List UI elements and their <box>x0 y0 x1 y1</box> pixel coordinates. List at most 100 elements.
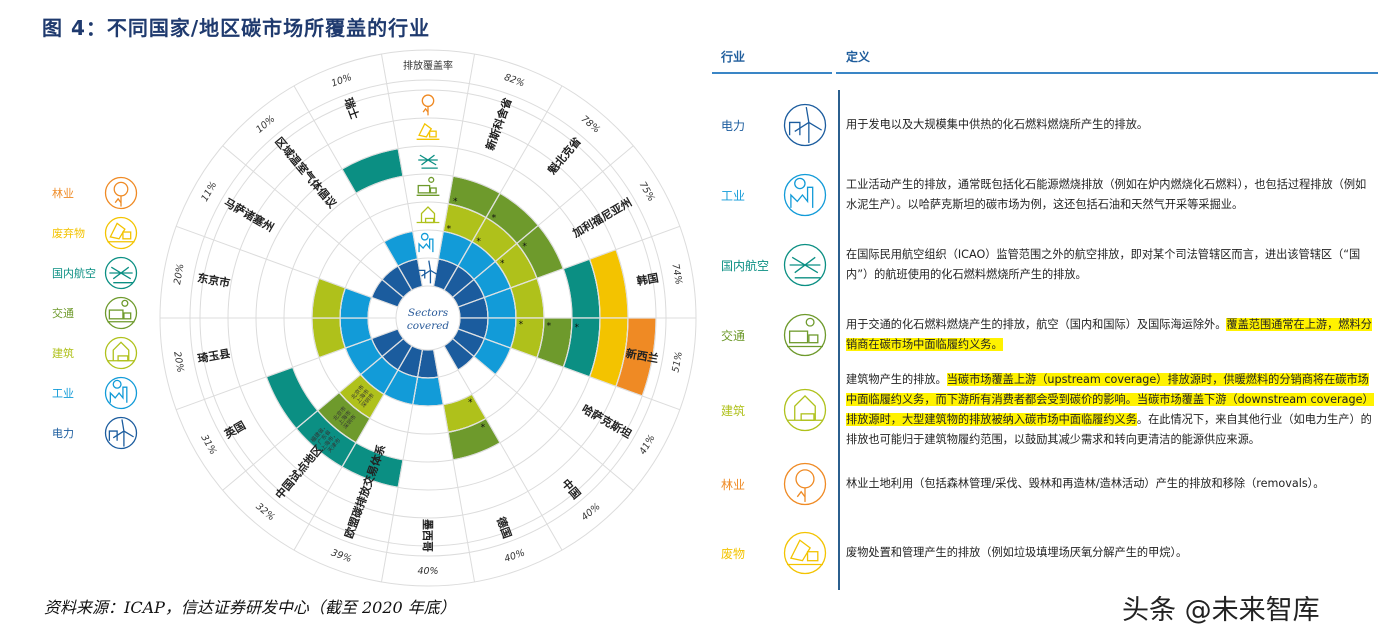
row-label-forestry: 林业 <box>721 478 746 492</box>
definition-text: 工业活动产生的排放，通常既包括化石能源燃烧排放（例如在炉内燃烧化石燃料），也包括… <box>846 178 1367 211</box>
grid-spoke <box>222 145 404 298</box>
wind-turbine-icon <box>417 260 439 284</box>
legend-label: 交通 <box>52 307 74 320</box>
grid-spoke <box>433 53 476 287</box>
jurisdiction-name: 东京市 <box>196 270 231 290</box>
watermark: 头条 @未来智库 <box>1122 595 1320 626</box>
factory-icon <box>104 376 138 410</box>
airplane-icon <box>418 154 438 169</box>
grid-spoke <box>175 328 399 411</box>
row-label-waste: 废物 <box>721 547 746 561</box>
jurisdiction-name: 瑞士 <box>341 96 362 121</box>
jurisdiction-name: 中国 <box>559 476 584 502</box>
star-marker: * <box>547 321 552 331</box>
truck-icon <box>104 296 138 330</box>
coverage-percent: 40% <box>503 547 527 565</box>
coverage-percent: 40% <box>417 566 438 577</box>
truck-icon <box>416 176 440 196</box>
row-label-buildings: 建筑 <box>721 404 746 418</box>
airplane-icon <box>783 243 827 287</box>
grid-spoke <box>380 53 423 287</box>
center-circle <box>397 287 459 349</box>
header-divider <box>836 72 1378 74</box>
legend-item-aviation: 国内航空 <box>52 256 152 290</box>
coverage-percent: 20% <box>172 263 187 286</box>
grid-spoke <box>457 328 681 411</box>
tree-icon <box>783 462 827 506</box>
airplane-icon <box>783 243 827 291</box>
star-marker: * <box>492 214 497 224</box>
legend-item-forestry: 林业 <box>52 176 152 210</box>
center-label: Sectors <box>408 307 449 319</box>
coverage-percent: 78% <box>579 114 602 136</box>
house-icon <box>783 388 827 436</box>
jurisdiction-name: 韩国 <box>636 270 660 288</box>
factory-icon <box>104 376 138 414</box>
star-marker: * <box>519 320 524 330</box>
definition-text: 废物处置和管理产生的排放（例如垃圾填埋场厌氧分解产生的甲烷）。 <box>846 546 1188 559</box>
coverage-percent: 40% <box>579 501 602 523</box>
legend-label: 废弃物 <box>52 227 85 240</box>
row-definition-buildings: 建筑物产生的排放。当碳市场覆盖上游（upstream coverage）排放源时… <box>846 370 1376 450</box>
jurisdiction-name: 墨西哥 <box>421 519 434 552</box>
source-note: 资料来源：ICAP，信达证券研发中心（截至 2020 年底） <box>44 598 456 617</box>
dump-truck-icon <box>783 531 827 579</box>
row-label-power: 电力 <box>721 119 746 133</box>
definition-text: 用于发电以及大规模集中供热的化石燃料燃烧所产生的排放。 <box>846 118 1149 131</box>
tree-icon <box>104 176 138 210</box>
grid-spoke <box>433 349 476 583</box>
center-label: covered <box>407 320 450 332</box>
jurisdiction-name: 琦玉县 <box>196 346 231 366</box>
tree-icon <box>783 462 827 510</box>
row-label-industry: 工业 <box>721 189 746 203</box>
grid-spoke <box>380 349 423 583</box>
coverage-percent: 20% <box>171 351 186 374</box>
star-marker: * <box>447 224 452 234</box>
grid-spoke <box>443 345 563 551</box>
row-definition-transport: 用于交通的化石燃料燃烧产生的排放，航空（国内和国际）及国际海运除外。覆盖范围通常… <box>846 315 1376 355</box>
jurisdiction-name: 区域温室气体倡议 <box>272 134 340 211</box>
star-marker: * <box>476 237 481 247</box>
dump-truck-icon <box>416 122 440 140</box>
grid-spoke <box>175 225 399 308</box>
row-label-transport: 交通 <box>721 329 746 343</box>
legend-item-transport: 交通 <box>52 296 152 330</box>
tree-icon <box>104 176 138 214</box>
definition-text: 建筑物产生的排放。 <box>846 373 947 386</box>
definition-text: 用于交通的化石燃料燃烧产生的排放，航空（国内和国际）及国际海运除外。 <box>846 318 1227 331</box>
legend-item-buildings: 建筑 <box>52 336 152 370</box>
dump-truck-icon <box>104 216 138 250</box>
coverage-percent: 11% <box>199 180 219 204</box>
grid-spoke <box>443 85 563 291</box>
definition-text: 。在此情况下，来自其他行业（如电力生产）的排放也可能归于建筑物履约范围，以鼓励其… <box>846 413 1372 446</box>
tree-icon <box>421 94 435 116</box>
row-label-aviation: 国内航空 <box>721 259 770 273</box>
coverage-header: 排放覆盖率 <box>403 59 453 72</box>
legend-label: 建筑 <box>52 347 74 360</box>
header-divider <box>712 72 832 74</box>
segment-industry <box>339 287 373 319</box>
coverage-percent: 82% <box>503 72 527 90</box>
star-marker: * <box>522 242 527 252</box>
coverage-percent: 41% <box>637 433 657 457</box>
table-header-definition: 定义 <box>846 50 871 64</box>
dump-truck-icon <box>783 531 827 575</box>
legend-item-industry: 工业 <box>52 376 152 410</box>
airplane-icon <box>104 256 138 294</box>
grid <box>159 49 697 587</box>
row-definition-power: 用于发电以及大规模集中供热的化石燃料燃烧所产生的排放。 <box>846 115 1376 135</box>
star-marker: * <box>500 259 505 269</box>
truck-icon <box>104 296 138 334</box>
jurisdiction-name: 魁北克省 <box>545 134 584 177</box>
house-icon <box>783 388 827 432</box>
factory-icon <box>418 232 434 253</box>
star-marker: * <box>481 423 486 433</box>
coverage-percent: 31% <box>198 433 218 457</box>
coverage-percent: 39% <box>329 547 353 565</box>
truck-icon <box>783 313 827 357</box>
legend-label: 林业 <box>52 187 74 200</box>
coverage-percent: 10% <box>254 114 277 136</box>
row-definition-waste: 废物处置和管理产生的排放（例如垃圾填埋场厌氧分解产生的甲烷）。 <box>846 543 1376 563</box>
grid-spoke <box>457 225 681 308</box>
